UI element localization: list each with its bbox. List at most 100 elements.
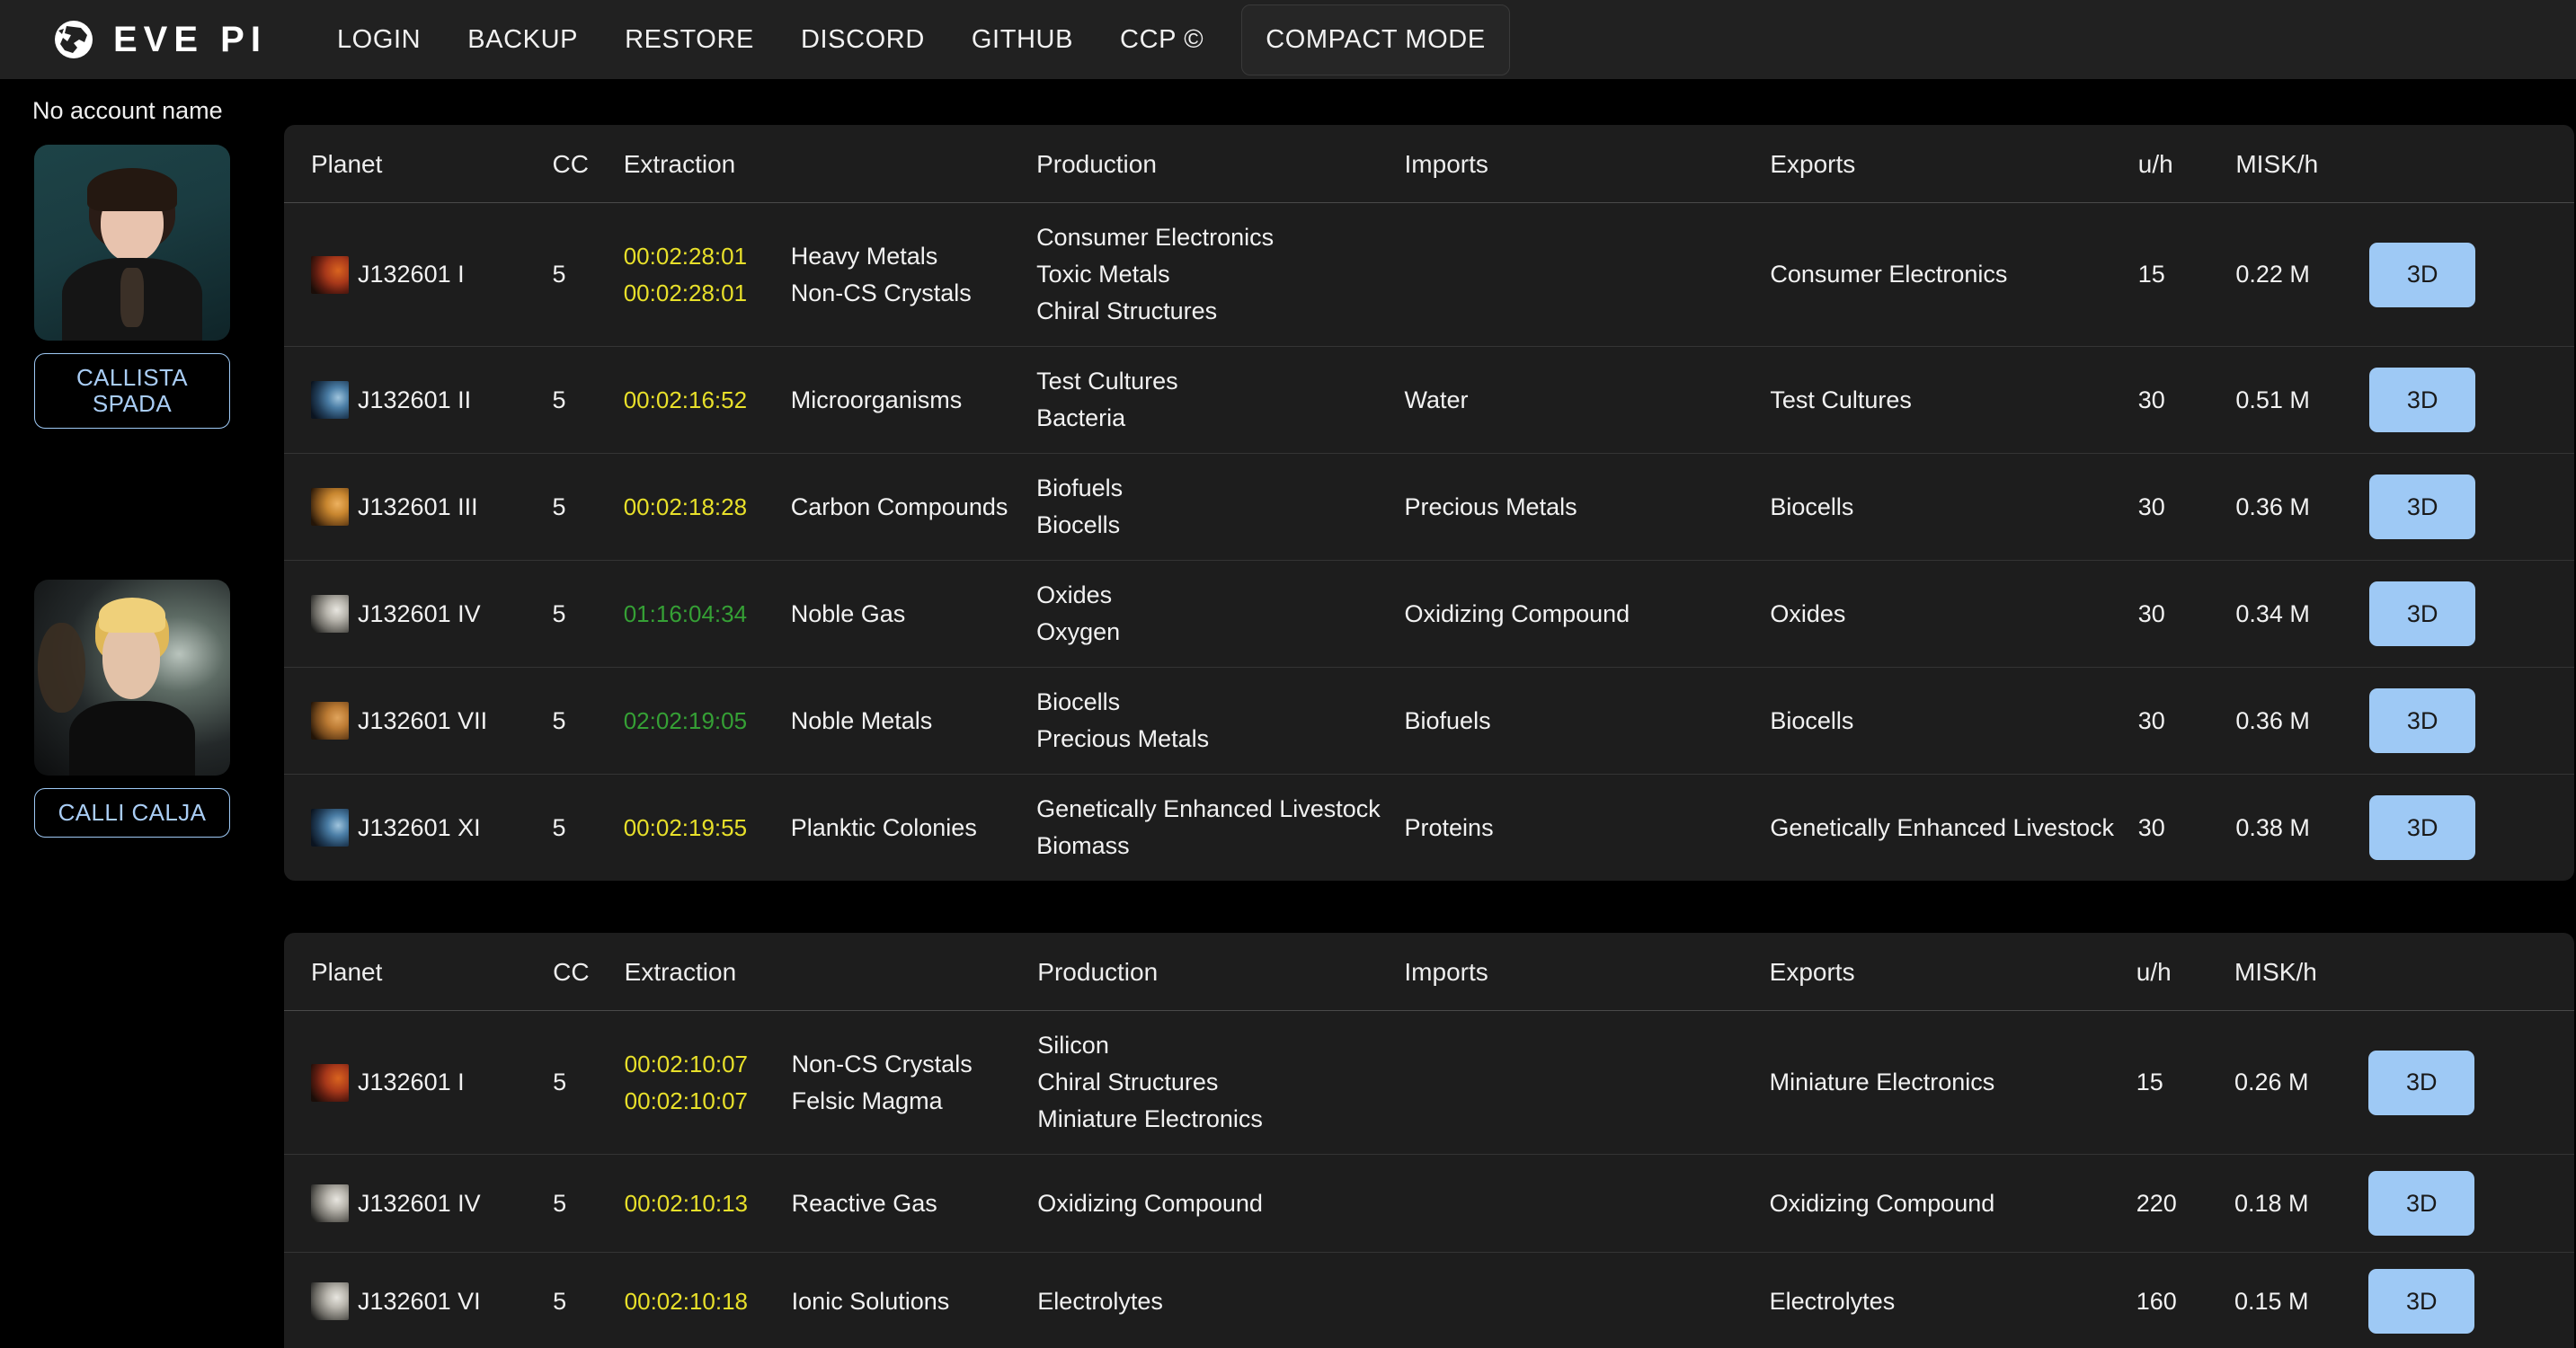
column-header-action xyxy=(2369,125,2574,203)
table-row[interactable]: J132601 VII 5 02:02:19:05 Noble Metals Bioce… xyxy=(284,667,2574,775)
nav-link-restore[interactable]: RESTORE xyxy=(605,14,774,66)
view-3d-button[interactable]: 3D xyxy=(2368,1171,2475,1236)
extraction-timer: 00:02:18:28 xyxy=(623,492,748,520)
planet-type-icon xyxy=(311,488,349,526)
table-row[interactable]: J132601 III 5 00:02:18:28 Carbon Compounds B… xyxy=(284,453,2574,561)
column-header-u-h[interactable]: u/h xyxy=(2136,933,2234,1011)
character-portrait[interactable] xyxy=(34,580,230,776)
portrait-detail xyxy=(98,597,166,634)
extraction-cell: 00:02:16:52 Microorganisms xyxy=(623,346,1037,454)
misk-per-hour: 0.36 M xyxy=(2235,667,2370,775)
misk-per-hour: 0.18 M xyxy=(2234,1154,2369,1253)
table-row[interactable]: J132601 VI 5 00:02:10:18 Ionic Solutions Ele… xyxy=(284,1252,2574,1348)
column-header-cc[interactable]: CC xyxy=(552,125,624,203)
command-center-level: 5 xyxy=(552,346,624,454)
table-row[interactable]: J132601 XI 5 00:02:19:55 Planktic Colonies G… xyxy=(284,775,2574,882)
column-header-planet[interactable]: Planet xyxy=(284,933,554,1011)
nav-link-backup[interactable]: BACKUP xyxy=(448,14,598,66)
table-row[interactable]: J132601 I 5 00:02:28:01 Heavy Metals 00:02:2… xyxy=(284,202,2574,347)
imports-cell: Precious Metals xyxy=(1404,453,1771,561)
units-per-hour: 15 xyxy=(2137,202,2236,347)
view-3d-button[interactable]: 3D xyxy=(2369,242,2476,307)
production-cell-item: Bacteria xyxy=(1036,404,1126,431)
main-layout: CALLISTA SPADA CALLI CALJA Planet CC Extrac… xyxy=(0,125,2576,1348)
extraction-timer: 00:02:10:07 xyxy=(624,1086,749,1114)
character-name-button[interactable]: CALLISTA SPADA xyxy=(34,353,230,430)
table-row[interactable]: J132601 II 5 00:02:16:52 Microorganisms Test… xyxy=(284,346,2574,454)
extraction-resource: Heavy Metals xyxy=(790,242,938,270)
exports-cell-item: Biocells xyxy=(1770,492,1854,520)
planet-type-icon xyxy=(311,255,349,294)
nav-link-github[interactable]: GITHUB xyxy=(952,14,1093,66)
view-3d-button[interactable]: 3D xyxy=(2368,1269,2475,1334)
extraction-resource: Carbon Compounds xyxy=(790,492,1008,520)
exports-cell-item: Consumer Electronics xyxy=(1770,261,2008,288)
production-cell-item: Oxidizing Compound xyxy=(1037,1189,1263,1217)
portrait-detail xyxy=(86,168,178,212)
table-header-row: Planet CC Extraction Production Imports Expor… xyxy=(284,933,2574,1011)
view-3d-button[interactable]: 3D xyxy=(2368,1050,2475,1115)
command-center-level: 5 xyxy=(553,1154,625,1253)
command-center-level: 5 xyxy=(553,1252,625,1348)
misk-per-hour: 0.15 M xyxy=(2234,1252,2369,1348)
nav-link-ccp[interactable]: CCP © xyxy=(1100,14,1223,66)
column-header-exports[interactable]: Exports xyxy=(1770,125,2138,203)
units-per-hour: 30 xyxy=(2137,667,2236,775)
production-cell-item: Genetically Enhanced Livestock xyxy=(1036,795,1381,822)
extraction-resource: Felsic Magma xyxy=(791,1086,943,1114)
column-header-extraction[interactable]: Extraction xyxy=(623,125,1037,203)
table-header-row: Planet CC Extraction Production Imports Expor… xyxy=(284,125,2574,203)
view-3d-button[interactable]: 3D xyxy=(2369,581,2476,646)
production-cell-item: Biomass xyxy=(1036,832,1130,859)
planet-table: Planet CC Extraction Production Imports Expor… xyxy=(284,125,2574,881)
table-row[interactable]: J132601 I 5 00:02:10:07 Non-CS Crystals 00:0… xyxy=(284,1010,2574,1155)
command-center-level: 5 xyxy=(552,667,624,775)
nav-link-login[interactable]: LOGIN xyxy=(317,14,440,66)
compact-mode-button[interactable]: COMPACT MODE xyxy=(1241,4,1510,75)
planet-cell: J132601 III xyxy=(284,453,553,561)
action-cell: 3D xyxy=(2369,346,2574,454)
column-header-production[interactable]: Production xyxy=(1036,125,1405,203)
production-cell: Biofuels Biocells xyxy=(1036,453,1405,561)
exports-cell-item: Oxidizing Compound xyxy=(1769,1189,1995,1217)
view-3d-button[interactable]: 3D xyxy=(2369,474,2476,539)
column-header-exports[interactable]: Exports xyxy=(1769,933,2136,1011)
view-3d-button[interactable]: 3D xyxy=(2369,368,2476,432)
portrait-detail xyxy=(120,268,145,327)
imports-cell-item: Oxidizing Compound xyxy=(1404,599,1630,627)
production-cell-item: Silicon xyxy=(1037,1032,1109,1059)
extraction-resource: Noble Gas xyxy=(790,599,906,627)
column-header-cc[interactable]: CC xyxy=(553,933,625,1011)
column-header-action xyxy=(2368,933,2574,1011)
units-per-hour: 30 xyxy=(2137,813,2165,841)
exports-cell: Test Cultures xyxy=(1770,346,2138,454)
character-sidebar: CALLISTA SPADA CALLI CALJA xyxy=(0,125,284,838)
imports-cell-item: Biofuels xyxy=(1404,706,1491,734)
view-3d-button[interactable]: 3D xyxy=(2369,795,2476,860)
character-name-button[interactable]: CALLI CALJA xyxy=(34,788,230,838)
table-row[interactable]: J132601 IV 5 01:16:04:34 Noble Gas Oxides Oxy… xyxy=(284,560,2574,668)
exports-cell-item: Oxides xyxy=(1770,599,1846,627)
production-cell-item: Toxic Metals xyxy=(1036,261,1170,288)
misk-per-hour: 0.36 M xyxy=(2235,453,2370,561)
column-header-u-h[interactable]: u/h xyxy=(2137,125,2236,203)
column-header-extraction[interactable]: Extraction xyxy=(624,933,1038,1011)
column-header-misk-h[interactable]: MISK/h xyxy=(2234,933,2369,1011)
exports-cell-item: Biocells xyxy=(1770,706,1854,734)
column-header-planet[interactable]: Planet xyxy=(284,125,553,203)
exports-cell: Consumer Electronics xyxy=(1770,202,2138,347)
extraction-resource: Planktic Colonies xyxy=(790,813,977,841)
table-row[interactable]: J132601 IV 5 00:02:10:13 Reactive Gas Oxidiz… xyxy=(284,1154,2574,1253)
character-portrait[interactable] xyxy=(34,145,230,341)
column-header-imports[interactable]: Imports xyxy=(1404,933,1770,1011)
extraction-timer: 00:02:16:52 xyxy=(623,386,748,413)
planet-table: Planet CC Extraction Production Imports Expor… xyxy=(284,933,2574,1348)
column-header-production[interactable]: Production xyxy=(1037,933,1405,1011)
planet-cell: J132601 II xyxy=(284,346,553,454)
column-header-imports[interactable]: Imports xyxy=(1404,125,1771,203)
nav-link-discord[interactable]: DISCORD xyxy=(781,14,945,66)
view-3d-button[interactable]: 3D xyxy=(2369,688,2476,753)
action-cell: 3D xyxy=(2369,667,2574,775)
brand-logo[interactable]: EVE PI xyxy=(54,20,267,60)
column-header-misk-h[interactable]: MISK/h xyxy=(2235,125,2370,203)
